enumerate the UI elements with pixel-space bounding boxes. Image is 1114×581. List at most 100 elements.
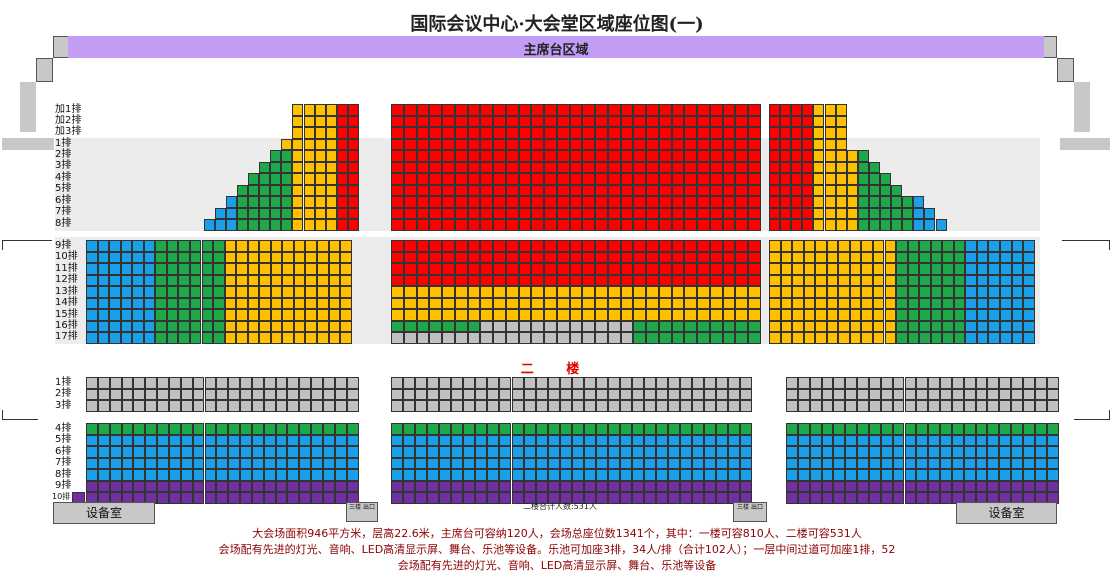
seat [480, 320, 493, 332]
seat [988, 240, 1000, 252]
seat [216, 423, 229, 435]
seat [999, 480, 1012, 492]
seat [633, 196, 646, 208]
seat [145, 457, 158, 469]
seat [916, 492, 929, 504]
seat [780, 309, 793, 321]
seat [646, 196, 659, 208]
seat [769, 297, 781, 309]
seat [583, 377, 596, 389]
seat [204, 434, 217, 446]
seat [427, 469, 440, 481]
seat [963, 446, 976, 458]
floor1-row-label: 2排 [55, 149, 72, 160]
seat [809, 492, 822, 504]
seat [671, 263, 685, 275]
seat [415, 388, 428, 400]
seat [97, 400, 110, 412]
seat [487, 388, 500, 400]
seat [299, 469, 312, 481]
seat [780, 196, 792, 208]
seat [416, 207, 430, 219]
seat [168, 446, 181, 458]
seat [133, 377, 146, 389]
seat [451, 446, 464, 458]
seat [658, 127, 672, 139]
seat [658, 240, 672, 252]
seat [475, 377, 488, 389]
seat [668, 492, 681, 504]
seat [547, 434, 560, 446]
seat [204, 400, 217, 412]
seat [633, 251, 646, 263]
seat [940, 469, 952, 481]
seat [487, 480, 500, 492]
seat [692, 423, 705, 435]
seat [792, 297, 804, 309]
seat [535, 492, 548, 504]
seat [607, 207, 621, 219]
seat [487, 469, 500, 481]
seat [109, 377, 122, 389]
seat [845, 377, 858, 389]
seat [281, 207, 293, 219]
seat [868, 446, 881, 458]
seat [340, 286, 352, 298]
seat [311, 457, 323, 469]
seat [499, 446, 512, 458]
seat [571, 434, 584, 446]
seat [880, 434, 893, 446]
seat [583, 492, 596, 504]
seat [607, 434, 620, 446]
seat [692, 388, 705, 400]
seat [224, 332, 237, 344]
seat [976, 286, 989, 298]
seat [511, 388, 524, 400]
seat [709, 207, 723, 219]
seat [809, 469, 822, 481]
seat [391, 446, 404, 458]
seat [1011, 434, 1023, 446]
seat [904, 492, 917, 504]
seat [1046, 423, 1059, 435]
seat [791, 196, 803, 208]
seat [583, 457, 596, 469]
seat [668, 423, 681, 435]
seat [427, 480, 440, 492]
seat [571, 423, 584, 435]
seat [145, 469, 158, 481]
seat [391, 127, 404, 139]
seat [314, 219, 326, 231]
seat [868, 219, 880, 231]
seat [180, 434, 193, 446]
seat [607, 469, 620, 481]
corner-block-left-mid [36, 58, 53, 82]
seat [505, 251, 519, 263]
seat [569, 127, 583, 139]
seat [334, 492, 347, 504]
seat [786, 492, 798, 504]
seat [1046, 480, 1059, 492]
seat [467, 251, 481, 263]
seat [531, 207, 544, 219]
floor2-row-label: 3排 [55, 400, 72, 411]
seat [607, 320, 621, 332]
seat [505, 332, 519, 344]
seat [671, 150, 685, 162]
seat [884, 297, 897, 309]
seat [292, 138, 304, 150]
seat [403, 184, 417, 196]
seat [480, 251, 493, 263]
seat [487, 400, 500, 412]
seat [1000, 251, 1012, 263]
seat [556, 309, 570, 321]
seat [735, 150, 748, 162]
seat [902, 219, 914, 231]
seat [868, 388, 881, 400]
seat [813, 184, 825, 196]
seat [505, 286, 519, 298]
seat [293, 240, 306, 252]
seat [287, 377, 300, 389]
seat [668, 434, 681, 446]
seat [263, 469, 276, 481]
